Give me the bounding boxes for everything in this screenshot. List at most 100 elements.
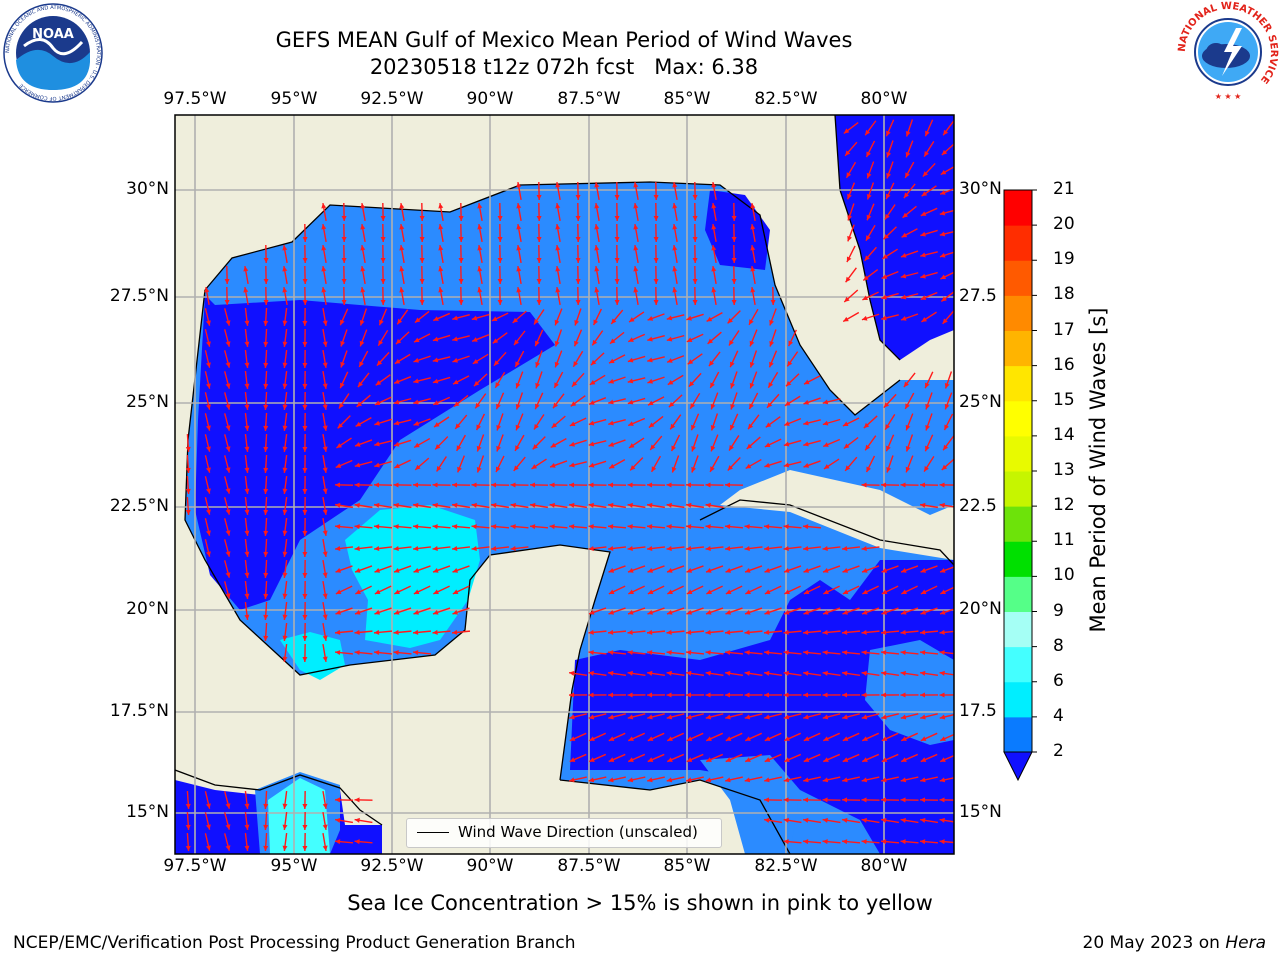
wind-arrow-head <box>650 444 656 450</box>
wind-arrow-head <box>282 467 288 473</box>
wind-arrow-head <box>432 545 438 551</box>
longitude-tick-label: 92.5°W <box>360 856 424 876</box>
wind-arrow-head <box>653 215 659 221</box>
wind-arrow-head <box>609 338 616 344</box>
wind-arrow-head <box>686 777 692 783</box>
wind-arrow-head <box>589 757 595 762</box>
wind-arrow-head <box>354 797 360 803</box>
wind-arrow-head <box>627 524 633 530</box>
wind-arrow-head <box>705 629 711 635</box>
wind-arrow-head <box>438 245 444 251</box>
wind-arrow-head <box>861 545 867 551</box>
wind-arrow-head <box>822 797 828 803</box>
wind-arrow-head <box>749 361 755 368</box>
wind-arrow-head <box>647 692 653 698</box>
wind-arrow-head <box>322 614 328 620</box>
wind-arrow-head <box>666 629 672 635</box>
wind-arrow-head <box>244 614 250 620</box>
wind-arrow-head <box>336 443 343 448</box>
wind-arrow-head <box>243 266 249 272</box>
wind-arrow-head <box>433 316 439 321</box>
wind-arrow-head <box>901 568 907 573</box>
wind-arrow-head <box>244 572 250 578</box>
wind-arrow-head <box>920 777 926 783</box>
footer-machine: Hera <box>1225 933 1266 953</box>
wind-arrow-head <box>920 252 926 258</box>
wind-arrow-head <box>263 299 269 305</box>
latitude-tick-label: 25°N <box>126 392 169 412</box>
wind-arrow-head <box>822 670 828 676</box>
wind-arrow-head <box>608 442 615 447</box>
wind-arrow-head <box>647 736 654 741</box>
wind-arrow-head <box>920 629 926 635</box>
wind-arrow-head <box>647 568 654 573</box>
wind-arrow-head <box>614 236 620 242</box>
wind-arrow-head <box>244 341 250 347</box>
wind-arrow-head <box>822 545 828 551</box>
wind-arrow-head <box>536 236 542 242</box>
wind-arrow-head <box>686 482 692 488</box>
coastline <box>175 115 954 854</box>
colorbar-tick-label: 6 <box>1053 670 1064 691</box>
wind-arrow-head <box>263 446 269 452</box>
wind-arrow-head <box>705 692 711 698</box>
wind-arrow-head <box>575 278 581 284</box>
wind-arrow-head <box>536 215 542 221</box>
colorbar-segment <box>1004 506 1032 542</box>
wind-arrow-head <box>672 203 678 209</box>
wind-arrow-head <box>729 445 734 451</box>
wind-arrow-head <box>393 502 399 508</box>
wind-arrow-head <box>686 757 693 762</box>
wind-arrow-head <box>628 337 634 342</box>
wind-arrow-head <box>686 545 692 551</box>
wind-arrow-head <box>393 524 399 530</box>
wind-arrow-head <box>491 316 498 321</box>
wind-arrow-head <box>692 236 698 242</box>
wind-arrow-head <box>744 609 751 615</box>
wind-arrow-head <box>554 382 559 388</box>
wind-arrow-head <box>711 224 717 230</box>
wind-arrow-head <box>458 299 464 305</box>
longitude-tick-label: 87.5°W <box>557 856 621 876</box>
wind-arrow-head <box>282 593 288 599</box>
wind-arrow-head <box>225 824 231 830</box>
wind-arrow-head <box>569 714 575 720</box>
wind-arrow-head <box>302 467 308 473</box>
wind-arrow-head <box>374 441 380 447</box>
footer-organization: NCEP/EMC/Verification Post Processing Pr… <box>13 933 576 953</box>
wind-arrow-head <box>225 572 231 578</box>
colorbar-tick-label: 10 <box>1053 565 1075 586</box>
wind-arrow-head <box>667 589 673 594</box>
wind-arrow-head <box>282 362 288 368</box>
wind-arrow-head <box>452 568 459 573</box>
wind-arrow-head <box>516 266 522 272</box>
wind-arrow-head <box>706 568 712 573</box>
wind-arrow-head <box>925 424 931 431</box>
wind-arrow-head <box>686 629 692 635</box>
wind-arrow-head <box>692 257 698 263</box>
wind-arrow-head <box>862 736 868 741</box>
wind-arrow-head <box>744 670 750 676</box>
wind-arrow-head <box>433 568 439 573</box>
wind-arrow-head <box>335 524 341 530</box>
wind-arrow-head <box>452 502 458 508</box>
wind-arrow-head <box>920 650 926 656</box>
latitude-tick-label: 30°N <box>959 179 1002 199</box>
colorbar-segment <box>1004 576 1032 612</box>
wind-arrow-head <box>205 488 211 494</box>
wind-arrow-head <box>491 502 497 508</box>
wind-arrow-head <box>939 692 945 698</box>
wind-arrow-head <box>205 341 211 347</box>
wind-arrow-head <box>846 172 852 178</box>
wind-arrow-head <box>609 463 615 469</box>
wind-arrow-head <box>705 482 711 488</box>
wind-arrow-head <box>185 824 191 830</box>
wind-arrow-head <box>419 257 425 263</box>
wind-arrow-head <box>432 502 438 508</box>
wind-arrow-head <box>686 524 692 530</box>
wind-arrow-head <box>419 278 425 284</box>
wind-arrow-head <box>536 194 542 200</box>
wind-arrow-head <box>554 319 560 326</box>
wind-arrow-head <box>513 465 519 471</box>
colorbar-segment <box>1004 260 1032 296</box>
